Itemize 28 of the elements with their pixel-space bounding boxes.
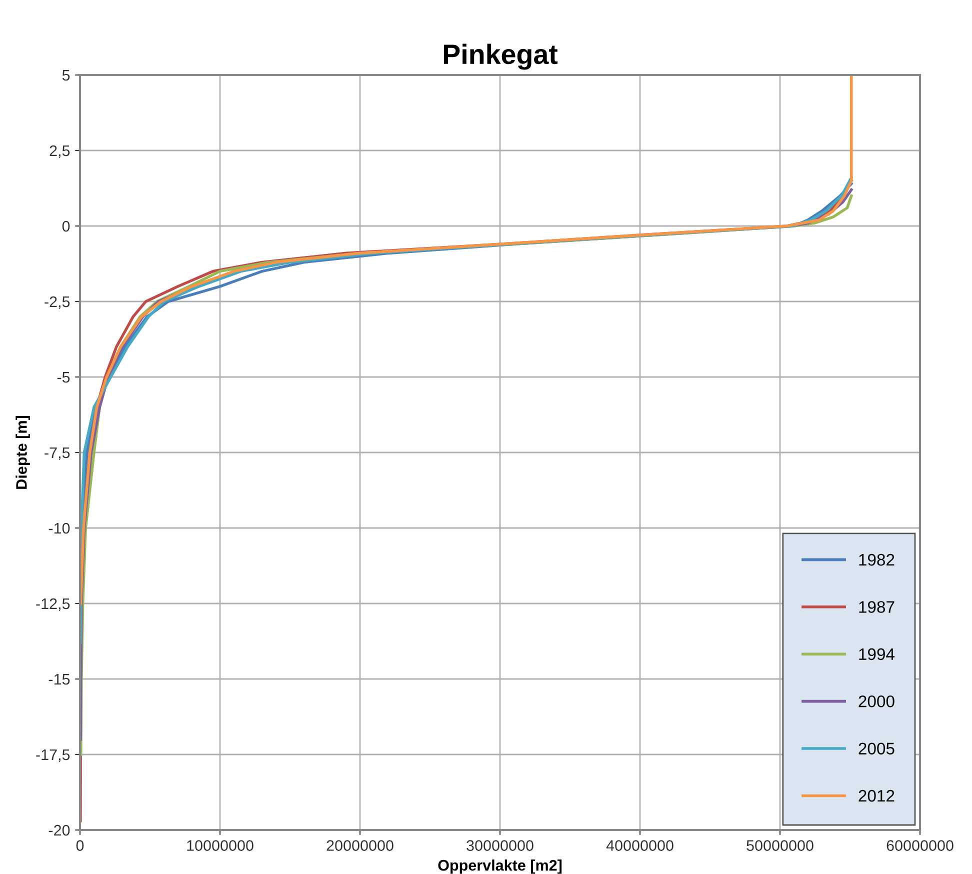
x-tick-label: 60000000	[886, 840, 954, 851]
x-tick-label: 10000000	[187, 840, 254, 851]
y-tick-label: -7,5	[44, 448, 70, 460]
y-tick-label: -5	[57, 372, 70, 383]
x-tick-label: 50000000	[746, 840, 814, 851]
legend-label: 1987	[859, 601, 894, 613]
y-tick-label: -2,5	[44, 296, 70, 309]
y-tick-label: -15	[48, 674, 70, 685]
y-tick-label: 0	[62, 220, 70, 232]
legend-label: 2000	[858, 695, 894, 708]
legend-label: 1994	[859, 648, 895, 660]
y-tick-label: -20	[48, 824, 70, 836]
legend-label: 2012	[858, 790, 894, 802]
x-axis-title: Oppervlakte [m2]	[438, 860, 562, 874]
y-tick-label: 2,5	[50, 145, 70, 158]
y-tick-label: 5	[62, 70, 70, 81]
x-tick-label: 20000000	[326, 840, 394, 851]
legend-label: 2005	[858, 742, 894, 755]
legend-label: 1982	[859, 554, 894, 566]
y-tick-label: -12,5	[36, 598, 70, 611]
x-tick-label: 30000000	[466, 840, 534, 851]
y-tick-label: -10	[48, 522, 70, 534]
chart-title: Pinkegat	[444, 44, 558, 70]
y-tick-label: -17,5	[36, 750, 70, 762]
line-series	[80, 75, 853, 605]
x-tick-label: 40000000	[606, 840, 674, 851]
x-tick-label: 0	[76, 840, 84, 851]
y-axis-title: Diepte [m]	[16, 416, 30, 489]
